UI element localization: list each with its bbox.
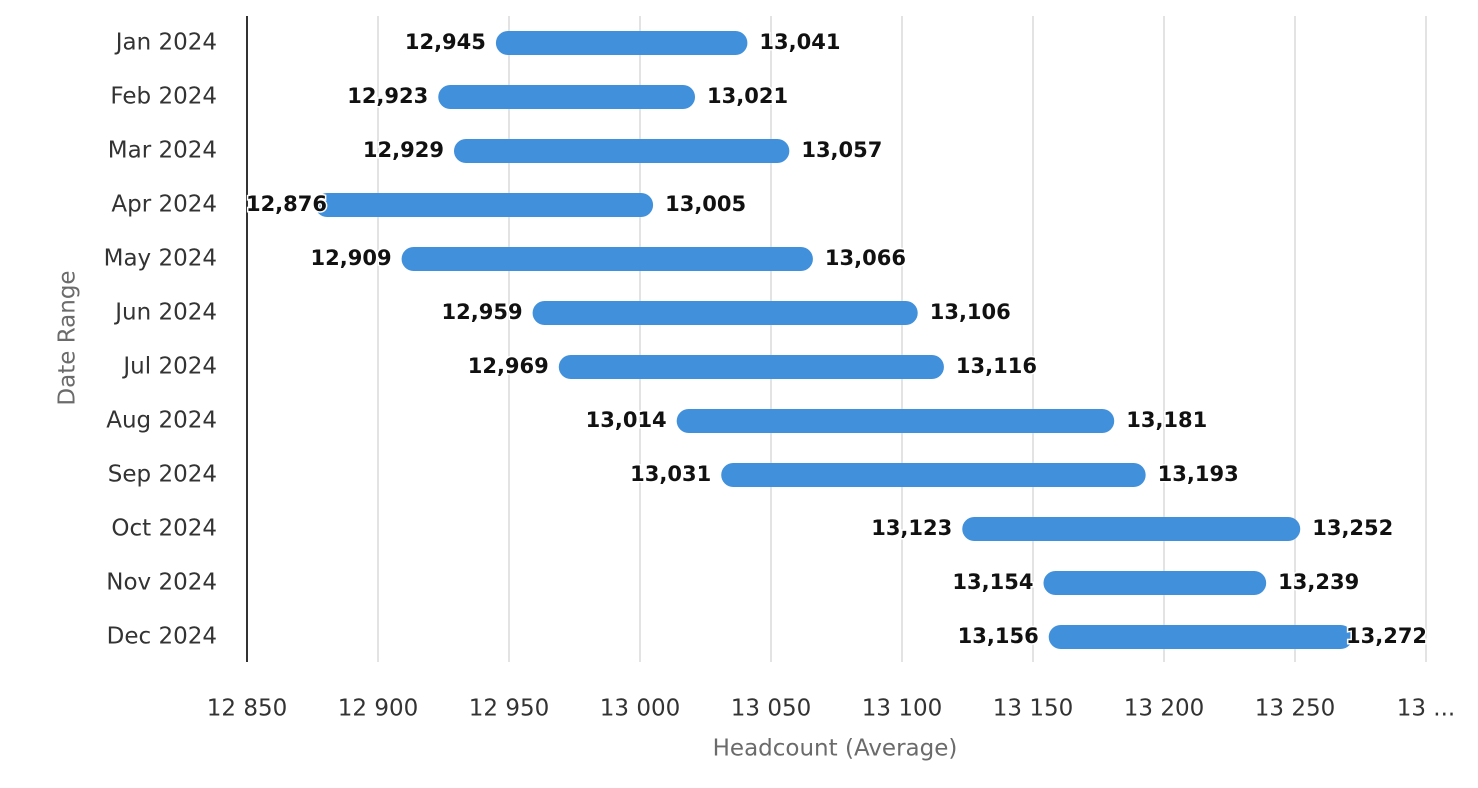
data-label: 13,066 <box>825 246 906 270</box>
x-tick-label: 13 000 <box>600 696 680 722</box>
y-tick-label: Oct 2024 <box>111 516 217 542</box>
x-tick-label: 13 150 <box>993 696 1073 722</box>
y-tick-label: Sep 2024 <box>108 462 217 488</box>
y-tick-label: Jun 2024 <box>113 300 217 326</box>
range-bar <box>401 247 813 271</box>
data-label: 13,181 <box>1126 408 1207 432</box>
data-label: 13,116 <box>956 354 1037 378</box>
x-axis-label: Headcount (Average) <box>713 736 958 762</box>
range-bar <box>1048 625 1353 649</box>
data-label: 12,945 <box>405 30 486 54</box>
range-bar <box>676 409 1115 433</box>
range-bar <box>315 193 654 217</box>
data-label: 13,031 <box>630 462 711 486</box>
data-label: 12,909 <box>311 246 392 270</box>
data-label: 13,014 <box>586 408 667 432</box>
range-bar <box>962 517 1301 541</box>
data-label: 13,057 <box>801 138 882 162</box>
data-label: 13,021 <box>707 84 788 108</box>
x-tick-label: 12 950 <box>469 696 549 722</box>
range-bar <box>495 31 748 55</box>
y-tick-label: Feb 2024 <box>110 84 217 110</box>
data-label: 12,923 <box>347 84 428 108</box>
x-tick-label: 13 250 <box>1255 696 1335 722</box>
y-tick-label: Aug 2024 <box>106 408 217 434</box>
x-tick-label: 13 050 <box>731 696 811 722</box>
y-tick-label: May 2024 <box>104 246 217 272</box>
x-tick-label: 13 200 <box>1124 696 1204 722</box>
data-label: 12,929 <box>363 138 444 162</box>
y-tick-label: Apr 2024 <box>111 192 217 218</box>
x-tick-label: 13 100 <box>862 696 942 722</box>
x-tick-label: 12 850 <box>207 696 287 722</box>
data-label: 13,156 <box>958 624 1039 648</box>
y-tick-label: Dec 2024 <box>107 624 217 650</box>
data-label: 13,041 <box>759 30 840 54</box>
data-label: 13,239 <box>1278 570 1359 594</box>
y-tick-label: Jul 2024 <box>121 354 217 380</box>
data-label: 13,123 <box>871 516 952 540</box>
data-label: 13,272 <box>1346 624 1427 648</box>
range-bar <box>721 463 1146 487</box>
y-tick-label: Mar 2024 <box>108 138 217 164</box>
y-tick-label: Nov 2024 <box>106 570 217 596</box>
data-label: 13,106 <box>930 300 1011 324</box>
data-label: 13,154 <box>952 570 1033 594</box>
range-bar <box>453 139 790 163</box>
range-bar <box>438 85 696 109</box>
data-label: 13,005 <box>665 192 746 216</box>
data-label: 12,969 <box>468 354 549 378</box>
data-label: 13,193 <box>1158 462 1239 486</box>
data-label: 12,876 <box>246 192 327 216</box>
data-label: 12,959 <box>442 300 523 324</box>
data-label: 13,252 <box>1312 516 1393 540</box>
y-tick-label: Jan 2024 <box>114 30 217 56</box>
y-axis-label: Date Range <box>55 270 81 405</box>
range-bar <box>558 355 944 379</box>
range-bar <box>532 301 918 325</box>
range-bar <box>1043 571 1267 595</box>
x-tick-label: 13 ... <box>1397 696 1456 722</box>
x-tick-label: 12 900 <box>338 696 418 722</box>
